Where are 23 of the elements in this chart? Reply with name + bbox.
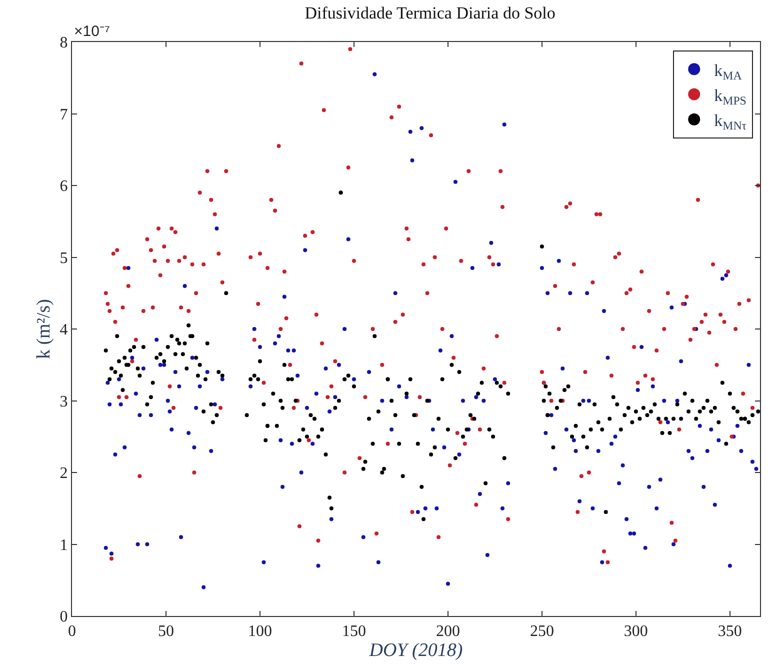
legend-label: k$_{MA}$: [714, 60, 742, 82]
y-tick-label: 2: [60, 465, 68, 482]
x-axis-title: DOY (2018): [368, 640, 463, 662]
x-tick-label: 100: [248, 623, 272, 640]
y-tick-label: 5: [60, 250, 68, 267]
x-tick-label: 200: [436, 623, 460, 640]
y-tick-label: 6: [60, 178, 68, 196]
chart-title: Difusividade Termica Diaria do Solo: [304, 4, 556, 23]
x-tick-label: 300: [624, 623, 648, 640]
x-tick-label: 250: [530, 623, 554, 640]
x-tick-label: 50: [158, 623, 174, 640]
y-tick-label: 3: [60, 393, 68, 410]
x-tick-label: 350: [718, 623, 742, 640]
text: ×10⁻⁷: [74, 23, 110, 40]
legend-label: k$_{MNτ}$: [714, 110, 747, 133]
y-tick-label: 8: [60, 34, 68, 52]
x-tick-label: 150: [342, 623, 366, 640]
y-tick-label: 1: [60, 536, 68, 554]
y-tick-label: 4: [60, 322, 68, 339]
y-tick-label: 7: [60, 106, 68, 124]
y-tick-label: 0: [60, 608, 68, 626]
y-axis-title: k (m²/s): [34, 298, 55, 360]
legend-label: k$_{MPS}$: [714, 86, 746, 108]
